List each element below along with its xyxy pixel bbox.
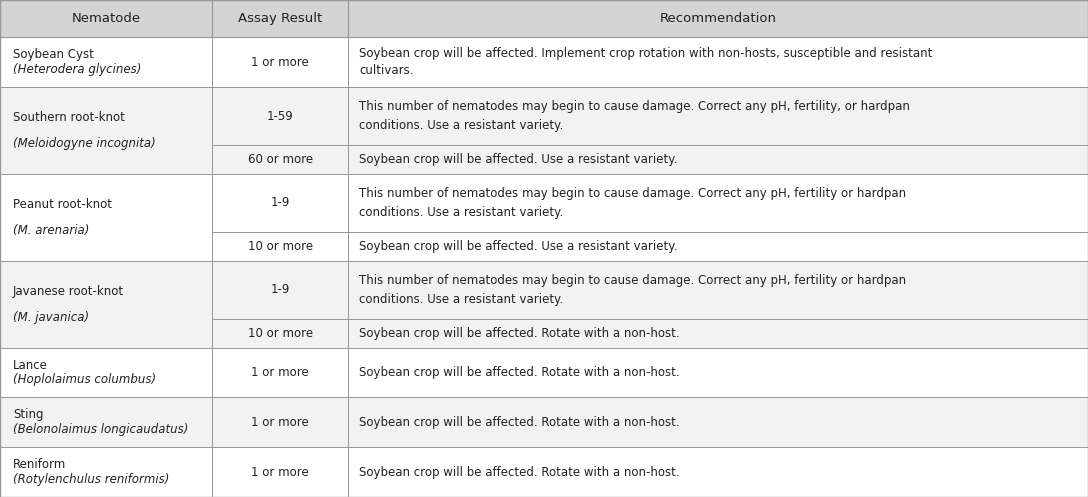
- Bar: [0, 37, 212, 87]
- Bar: [212, 87, 348, 145]
- Text: This number of nematodes may begin to cause damage. Correct any pH, fertility, o: This number of nematodes may begin to ca…: [359, 100, 910, 113]
- Bar: [348, 319, 1088, 347]
- Text: conditions. Use a resistant variety.: conditions. Use a resistant variety.: [359, 206, 564, 219]
- Bar: [0, 0, 212, 37]
- Text: (M. arenaria): (M. arenaria): [13, 224, 89, 237]
- Text: 60 or more: 60 or more: [248, 153, 312, 166]
- Bar: [348, 447, 1088, 497]
- Bar: [0, 347, 212, 398]
- Text: 1 or more: 1 or more: [251, 56, 309, 69]
- Text: Soybean crop will be affected. Rotate with a non-host.: Soybean crop will be affected. Rotate wi…: [359, 327, 680, 340]
- Text: 1 or more: 1 or more: [251, 416, 309, 429]
- Bar: [0, 174, 212, 261]
- Bar: [212, 37, 348, 87]
- Text: Soybean crop will be affected. Rotate with a non-host.: Soybean crop will be affected. Rotate wi…: [359, 466, 680, 479]
- Bar: [212, 347, 348, 398]
- Text: Southern root-knot: Southern root-knot: [13, 111, 125, 124]
- Bar: [348, 87, 1088, 145]
- Bar: [348, 232, 1088, 261]
- Text: Peanut root-knot: Peanut root-knot: [13, 198, 112, 211]
- Text: cultivars.: cultivars.: [359, 64, 413, 77]
- Text: Soybean crop will be affected. Implement crop rotation with non-hosts, susceptib: Soybean crop will be affected. Implement…: [359, 47, 932, 61]
- Text: Sting: Sting: [13, 409, 44, 421]
- Bar: [212, 447, 348, 497]
- Text: Reniform: Reniform: [13, 458, 66, 471]
- Text: Soybean crop will be affected. Rotate with a non-host.: Soybean crop will be affected. Rotate wi…: [359, 366, 680, 379]
- Text: conditions. Use a resistant variety.: conditions. Use a resistant variety.: [359, 293, 564, 306]
- Text: Soybean crop will be affected. Use a resistant variety.: Soybean crop will be affected. Use a res…: [359, 153, 678, 166]
- Text: This number of nematodes may begin to cause damage. Correct any pH, fertility or: This number of nematodes may begin to ca…: [359, 274, 906, 287]
- Bar: [0, 447, 212, 497]
- Bar: [212, 261, 348, 319]
- Text: 1-59: 1-59: [267, 110, 294, 123]
- Text: 1 or more: 1 or more: [251, 466, 309, 479]
- Text: 1 or more: 1 or more: [251, 366, 309, 379]
- Text: Recommendation: Recommendation: [659, 12, 777, 25]
- Bar: [212, 145, 348, 174]
- Text: Soybean Cyst: Soybean Cyst: [13, 48, 94, 61]
- Text: Assay Result: Assay Result: [238, 12, 322, 25]
- Text: This number of nematodes may begin to cause damage. Correct any pH, fertility or: This number of nematodes may begin to ca…: [359, 187, 906, 200]
- Text: 1-9: 1-9: [271, 196, 289, 209]
- Text: Soybean crop will be affected. Rotate with a non-host.: Soybean crop will be affected. Rotate wi…: [359, 416, 680, 429]
- Bar: [0, 398, 212, 447]
- Bar: [348, 37, 1088, 87]
- Bar: [348, 347, 1088, 398]
- Text: (Rotylenchulus reniformis): (Rotylenchulus reniformis): [13, 473, 170, 486]
- Bar: [0, 261, 212, 347]
- Bar: [212, 174, 348, 232]
- Bar: [348, 398, 1088, 447]
- Bar: [348, 145, 1088, 174]
- Text: 1-9: 1-9: [271, 283, 289, 296]
- Text: Soybean crop will be affected. Use a resistant variety.: Soybean crop will be affected. Use a res…: [359, 240, 678, 253]
- Bar: [348, 174, 1088, 232]
- Bar: [212, 232, 348, 261]
- Text: 10 or more: 10 or more: [248, 327, 312, 340]
- Text: (M. javanica): (M. javanica): [13, 311, 89, 324]
- Bar: [212, 0, 348, 37]
- Text: conditions. Use a resistant variety.: conditions. Use a resistant variety.: [359, 119, 564, 132]
- Bar: [0, 87, 212, 174]
- Bar: [348, 261, 1088, 319]
- Text: Javanese root-knot: Javanese root-knot: [13, 285, 124, 298]
- Text: (Heterodera glycines): (Heterodera glycines): [13, 63, 141, 76]
- Text: Lance: Lance: [13, 358, 48, 372]
- Bar: [212, 319, 348, 347]
- Bar: [348, 0, 1088, 37]
- Text: (Hoplolaimus columbus): (Hoplolaimus columbus): [13, 373, 157, 387]
- Text: (Meloidogyne incognita): (Meloidogyne incognita): [13, 137, 156, 150]
- Text: Nematode: Nematode: [72, 12, 140, 25]
- Text: 10 or more: 10 or more: [248, 240, 312, 253]
- Text: (Belonolaimus longicaudatus): (Belonolaimus longicaudatus): [13, 423, 188, 436]
- Bar: [212, 398, 348, 447]
